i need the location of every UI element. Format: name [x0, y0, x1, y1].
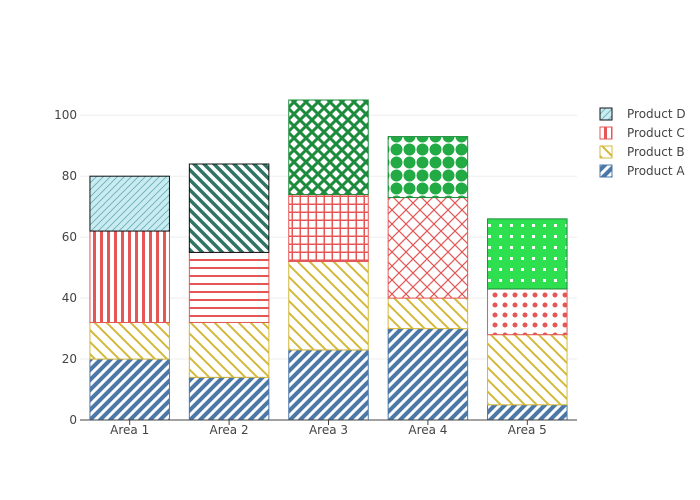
x-tick-label: Area 1: [110, 423, 149, 437]
bar-product-b-area-3[interactable]: [288, 261, 369, 351]
bar-product-d-area-1[interactable]: [89, 175, 170, 232]
bar-product-b-area-1[interactable]: [89, 321, 170, 360]
legend-label-product-b[interactable]: Product B: [627, 145, 685, 159]
bar-product-c-area-4[interactable]: [387, 197, 469, 299]
bar-product-b-area-5[interactable]: [487, 334, 568, 406]
legend: Product D Product C Product B Product A: [599, 107, 686, 178]
legend-label-product-c[interactable]: Product C: [627, 126, 685, 140]
legend-label-product-d[interactable]: Product D: [627, 107, 686, 121]
bar-product-c-area-3[interactable]: [288, 193, 369, 263]
bars: [89, 99, 568, 421]
legend-swatch-product-c[interactable]: [599, 126, 613, 140]
bar-product-b-area-2[interactable]: [188, 321, 270, 378]
bar-product-d-area-3[interactable]: [288, 99, 369, 195]
bar-product-c-area-5[interactable]: [487, 288, 568, 336]
bar-product-a-area-2[interactable]: [188, 376, 270, 421]
legend-swatch-product-a[interactable]: [599, 164, 613, 178]
bar-product-c-area-1[interactable]: [89, 230, 170, 323]
bar-product-d-area-5[interactable]: [487, 218, 568, 290]
bar-product-a-area-5[interactable]: [487, 404, 568, 421]
bar-product-d-area-2[interactable]: [188, 163, 270, 253]
bar-product-a-area-4[interactable]: [387, 328, 469, 421]
y-tick-label: 40: [62, 291, 77, 305]
y-tick-label: 20: [62, 352, 77, 366]
x-tick-label: Area 2: [210, 423, 249, 437]
bar-product-a-area-1[interactable]: [89, 358, 170, 421]
legend-label-product-a[interactable]: Product A: [627, 164, 685, 178]
y-tick-label: 80: [62, 169, 77, 183]
y-tick-label: 100: [54, 108, 77, 122]
bar-product-b-area-4[interactable]: [387, 297, 469, 330]
axes: 0 20 40 60 80 100 Area 1 Area 2 Area 3 Area 4 Area…: [54, 108, 577, 437]
bar-product-c-area-2[interactable]: [188, 251, 270, 323]
y-tick-label: 0: [69, 413, 77, 427]
x-tick-label: Area 5: [508, 423, 547, 437]
y-tick-label: 60: [62, 230, 77, 244]
legend-swatch-product-d[interactable]: [599, 107, 613, 121]
bar-product-d-area-4[interactable]: [387, 136, 469, 199]
x-tick-label: Area 4: [408, 423, 447, 437]
bar-product-a-area-3[interactable]: [288, 349, 369, 421]
x-tick-label: Area 3: [309, 423, 348, 437]
legend-swatch-product-b[interactable]: [599, 145, 613, 159]
